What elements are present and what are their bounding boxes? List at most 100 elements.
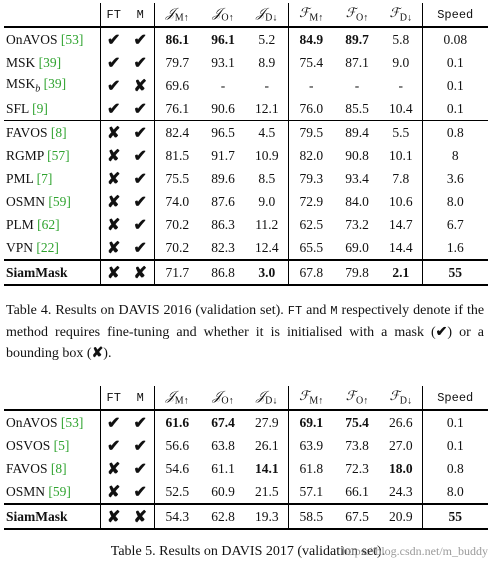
value-cell: 10.9 bbox=[254, 147, 279, 163]
value-cell: 1.6 bbox=[421, 236, 488, 260]
value-cell: 0.1 bbox=[421, 51, 488, 74]
value-cell: 9.0 bbox=[392, 54, 410, 70]
header-j-mean: 𝒥M↑ bbox=[153, 3, 200, 27]
value-cell: 60.9 bbox=[211, 483, 235, 499]
header-f-decay: ℱD↓ bbox=[389, 389, 412, 407]
value-cell: 75.5 bbox=[153, 167, 200, 190]
value-cell: 96.5 bbox=[211, 124, 235, 140]
method-cell: SFL [9] bbox=[6, 100, 48, 116]
header-speed: Speed bbox=[421, 3, 488, 27]
value-cell: 6.7 bbox=[421, 213, 488, 236]
value-cell: 93.1 bbox=[211, 54, 235, 70]
header-j-decay: 𝒥D↓ bbox=[256, 389, 278, 407]
value-cell: 72.9 bbox=[287, 190, 334, 213]
method-cell: OnAVOS [53] bbox=[6, 414, 84, 430]
table-row: OSMN [59] ✘ ✔ 74.0 87.6 9.0 72.9 84.0 10… bbox=[4, 190, 488, 213]
value-cell: 67.8 bbox=[287, 260, 334, 285]
value-cell: 10.1 bbox=[388, 147, 413, 163]
method-cell: OnAVOS [53] bbox=[6, 31, 84, 47]
value-cell: 0.1 bbox=[421, 97, 488, 121]
value-cell: 70.2 bbox=[153, 236, 200, 260]
cross-icon: ✘ bbox=[91, 346, 104, 361]
method-cell: MSKb [39] bbox=[6, 76, 67, 95]
value-cell: 93.4 bbox=[345, 170, 369, 186]
check-icon: ✔ bbox=[133, 124, 147, 142]
value-cell: 0.8 bbox=[421, 457, 488, 480]
value-cell: 52.5 bbox=[153, 480, 200, 504]
check-icon: ✔ bbox=[133, 483, 147, 501]
check-icon: ✔ bbox=[133, 100, 147, 118]
value-cell: 24.3 bbox=[388, 483, 413, 499]
value-cell: 69.0 bbox=[345, 239, 369, 255]
value-cell: 73.8 bbox=[345, 437, 369, 453]
check-icon: ✔ bbox=[99, 51, 127, 74]
value-cell: 82.0 bbox=[287, 144, 334, 167]
header-ft: FT bbox=[99, 386, 127, 410]
value-cell: 10.6 bbox=[388, 193, 413, 209]
check-icon: ✔ bbox=[133, 239, 147, 257]
value-cell: 14.4 bbox=[388, 239, 413, 255]
value-cell: 0.08 bbox=[421, 27, 488, 51]
value-cell: 0.1 bbox=[421, 410, 488, 434]
value-cell: 76.0 bbox=[287, 97, 334, 121]
check-icon: ✔ bbox=[133, 414, 147, 432]
table-row: FAVOS [8] ✘ ✔ 54.6 61.1 14.1 61.8 72.3 1… bbox=[4, 457, 488, 480]
value-cell: 19.3 bbox=[254, 508, 279, 524]
cross-icon: ✘ bbox=[133, 264, 147, 282]
value-cell: 5.8 bbox=[392, 31, 410, 47]
value-cell: 54.3 bbox=[153, 504, 200, 529]
value-cell: - bbox=[220, 77, 226, 93]
method-cell: OSMN [59] bbox=[6, 483, 71, 499]
value-cell: 20.9 bbox=[388, 508, 413, 524]
davis2017-results-table: FT M 𝒥M↑ 𝒥O↑ 𝒥D↓ ℱM↑ ℱO↑ ℱD↓ Speed OnAVO… bbox=[4, 386, 488, 530]
table-row: OnAVOS [53] ✔ ✔ 86.1 96.1 5.2 84.9 89.7 … bbox=[4, 27, 488, 51]
value-cell: 57.1 bbox=[287, 480, 334, 504]
value-cell: 8.9 bbox=[258, 54, 276, 70]
check-icon: ✔ bbox=[133, 193, 147, 211]
table-row: VPN [22] ✘ ✔ 70.2 82.3 12.4 65.5 69.0 14… bbox=[4, 236, 488, 260]
value-cell: 82.4 bbox=[153, 120, 200, 144]
table-row: MSKb [39] ✔ ✘ 69.6 - - - - - 0.1 bbox=[4, 74, 488, 97]
value-cell: 63.8 bbox=[211, 437, 235, 453]
check-icon: ✔ bbox=[133, 216, 147, 234]
value-cell: 74.0 bbox=[153, 190, 200, 213]
value-cell: 87.1 bbox=[345, 54, 369, 70]
value-cell: 73.2 bbox=[345, 216, 369, 232]
value-cell: 90.8 bbox=[345, 147, 369, 163]
header-m: M bbox=[136, 7, 144, 22]
value-cell: 55 bbox=[421, 260, 488, 285]
value-cell: 9.0 bbox=[258, 193, 276, 209]
value-cell: 79.7 bbox=[153, 51, 200, 74]
value-cell: 61.8 bbox=[287, 457, 334, 480]
method-cell: VPN [22] bbox=[6, 239, 59, 255]
value-cell: 8.5 bbox=[258, 170, 276, 186]
value-cell: 11.2 bbox=[255, 216, 279, 232]
value-cell: 75.4 bbox=[287, 51, 334, 74]
value-cell: 10.4 bbox=[388, 100, 413, 116]
value-cell: 8.0 bbox=[421, 190, 488, 213]
table-row: RGMP [57] ✘ ✔ 81.5 91.7 10.9 82.0 90.8 1… bbox=[4, 144, 488, 167]
method-cell: OSVOS [5] bbox=[6, 437, 70, 453]
value-cell: 84.0 bbox=[345, 193, 369, 209]
header-j-recall: 𝒥O↑ bbox=[212, 389, 234, 407]
value-cell: 0.8 bbox=[421, 120, 488, 144]
value-cell: 90.6 bbox=[211, 100, 235, 116]
value-cell: 62.8 bbox=[211, 508, 235, 524]
value-cell: 72.3 bbox=[345, 460, 369, 476]
value-cell: 70.2 bbox=[153, 213, 200, 236]
check-icon: ✔ bbox=[99, 27, 127, 51]
check-icon: ✔ bbox=[133, 437, 147, 455]
header-m: M bbox=[136, 390, 144, 405]
watermark-text: https://blog.csdn.net/m_buddy bbox=[342, 544, 488, 558]
value-cell: 79.3 bbox=[287, 167, 334, 190]
value-cell: 27.9 bbox=[254, 414, 279, 430]
davis2016-results-table: FT M 𝒥M↑ 𝒥O↑ 𝒥D↓ ℱM↑ ℱO↑ ℱD↓ Speed OnAVO… bbox=[4, 3, 488, 286]
check-icon: ✔ bbox=[435, 325, 448, 340]
cross-icon: ✘ bbox=[99, 260, 127, 285]
value-cell: 14.1 bbox=[254, 460, 279, 476]
header-method bbox=[4, 386, 100, 410]
check-icon: ✔ bbox=[99, 434, 127, 457]
header-method bbox=[4, 3, 100, 27]
value-cell: 58.5 bbox=[287, 504, 334, 529]
value-cell: 87.6 bbox=[211, 193, 235, 209]
